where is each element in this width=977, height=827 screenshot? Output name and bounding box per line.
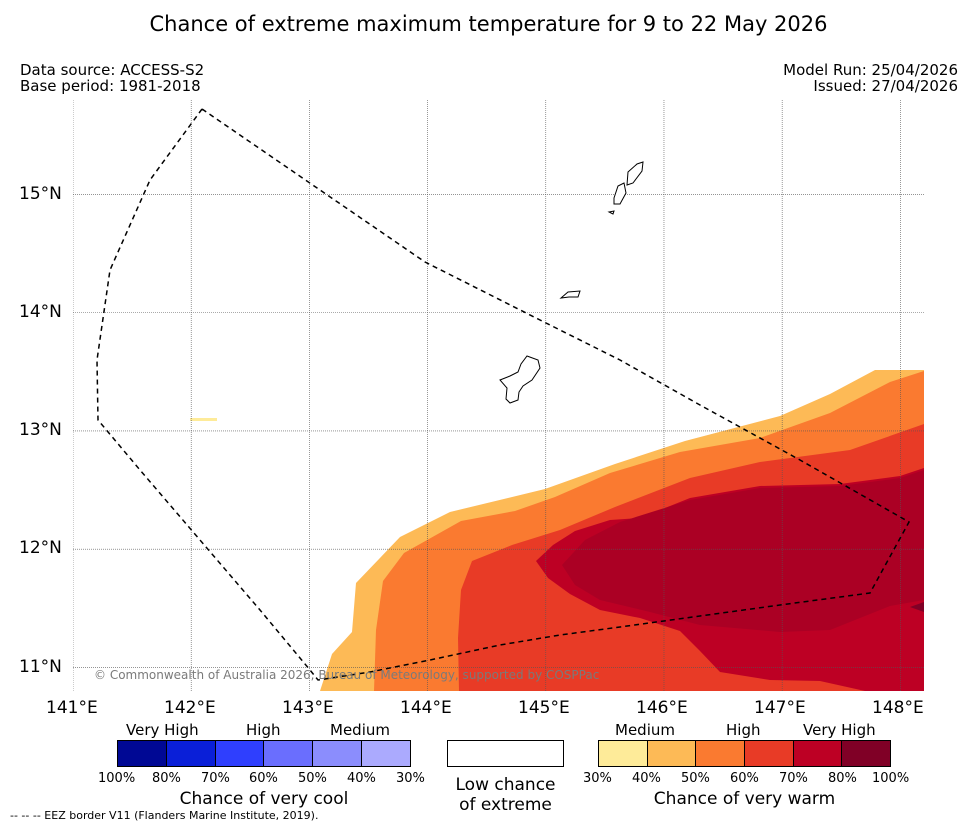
- cool-label-70: 70%: [201, 771, 230, 786]
- warm-label-40: 40%: [632, 771, 661, 786]
- cool-label-50: 50%: [298, 771, 327, 786]
- base-period: Base period: 1981-2018: [20, 77, 201, 95]
- lat-tick-12: 12°N: [19, 538, 62, 558]
- warm-swatch: [745, 741, 794, 766]
- chart-title: Chance of extreme maximum temperature fo…: [149, 12, 828, 36]
- islands: [499, 161, 644, 404]
- warm-swatch: [793, 741, 843, 766]
- lon-tick-143: 143°E: [282, 698, 334, 718]
- warm-swatch: [842, 741, 891, 766]
- issued-date: Issued: 27/04/2026: [813, 77, 958, 95]
- warm-category-medium: Medium: [615, 721, 675, 739]
- lat-tick-11: 11°N: [19, 657, 62, 677]
- warm-category-high: High: [726, 721, 761, 739]
- cool-category-medium: Medium: [330, 721, 390, 739]
- low-chance-swatch: [447, 740, 564, 767]
- data-source: Data source: ACCESS-S2: [20, 61, 205, 79]
- cool-swatch: [362, 741, 410, 766]
- lon-tick-147: 147°E: [754, 698, 806, 718]
- cool-swatch: [118, 741, 167, 766]
- cool-category-very-high: Very High: [126, 721, 199, 739]
- gridlines: [73, 100, 924, 691]
- tinian-island: [613, 182, 627, 205]
- cool-label-30: 30%: [396, 771, 425, 786]
- warm-colorbar: [598, 740, 891, 767]
- cool-swatch: [166, 741, 216, 766]
- warm-swatch: [696, 741, 746, 766]
- cool-swatch: [264, 741, 314, 766]
- warm-category-very-high: Very High: [803, 721, 876, 739]
- map-area: [73, 100, 924, 691]
- warm-label-60: 60%: [730, 771, 759, 786]
- warm-swatch: [599, 741, 648, 766]
- cool-category-high: High: [246, 721, 281, 739]
- contour-70-80: [562, 470, 924, 632]
- contour-80-100: [910, 602, 924, 612]
- cool-label-80: 80%: [152, 771, 181, 786]
- lat-tick-13: 13°N: [19, 420, 62, 440]
- warm-label-100: 100%: [872, 771, 910, 786]
- rota-island: [559, 290, 581, 299]
- cool-swatch: [313, 741, 363, 766]
- saipan-island: [626, 161, 644, 186]
- cool-colorbar: [117, 740, 411, 767]
- cool-swatch: [215, 741, 265, 766]
- model-run: Model Run: 25/04/2026: [783, 61, 958, 79]
- lon-tick-146: 146°E: [636, 698, 688, 718]
- eez-footnote: -- -- -- EEZ border V11 (Flanders Marine…: [10, 809, 319, 822]
- warm-label-70: 70%: [779, 771, 808, 786]
- guam-island: [499, 355, 541, 404]
- lat-tick-15: 15°N: [19, 184, 62, 204]
- low-chance-caption-1: Low chance: [455, 775, 556, 795]
- lat-tick-14: 14°N: [19, 302, 62, 322]
- copyright-notice: © Commonwealth of Australia 2026, Bureau…: [94, 668, 599, 682]
- warm-caption: Chance of very warm: [653, 789, 836, 809]
- lon-tick-145: 145°E: [518, 698, 570, 718]
- cool-caption: Chance of very cool: [179, 789, 349, 809]
- cool-label-60: 60%: [249, 771, 278, 786]
- warm-label-50: 50%: [681, 771, 710, 786]
- lon-tick-141: 141°E: [46, 698, 98, 718]
- lon-tick-142: 142°E: [164, 698, 216, 718]
- warm-swatch: [647, 741, 697, 766]
- lon-tick-148: 148°E: [872, 698, 924, 718]
- cool-label-100: 100%: [98, 771, 136, 786]
- aguijan-island: [607, 210, 615, 215]
- lon-tick-144: 144°E: [400, 698, 452, 718]
- low-chance-caption-2: of extreme: [459, 795, 552, 815]
- small-patch-west: [190, 418, 217, 421]
- warm-label-80: 80%: [828, 771, 857, 786]
- cool-label-40: 40%: [347, 771, 376, 786]
- warm-label-30: 30%: [583, 771, 612, 786]
